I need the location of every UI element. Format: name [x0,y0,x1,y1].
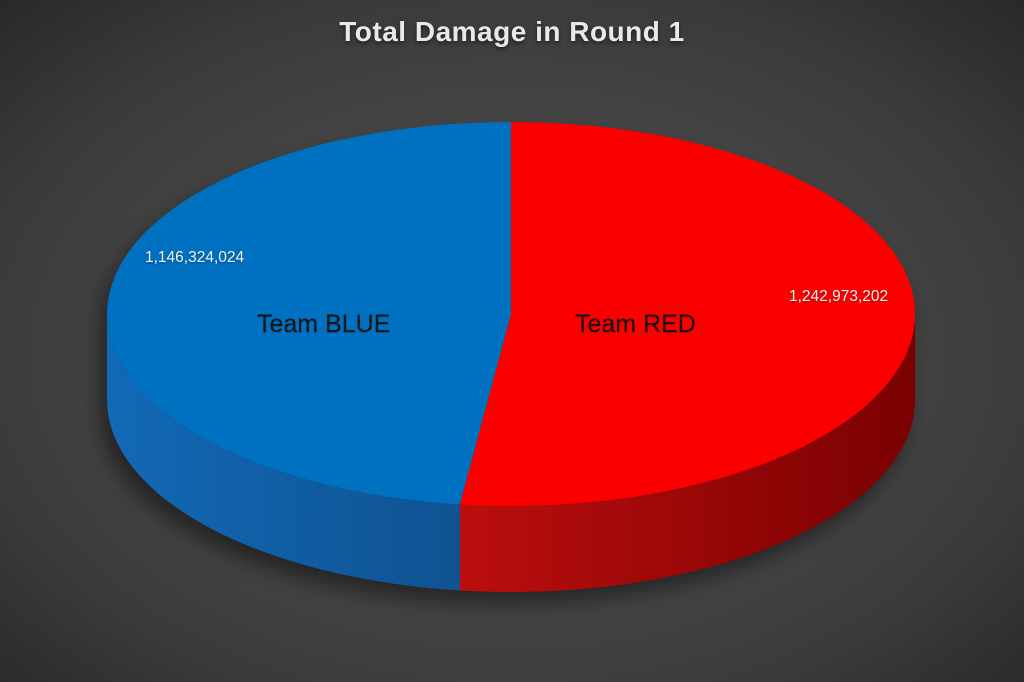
pie-slice-top-team-red [459,122,915,506]
pie-slice-side-team-red [459,314,915,592]
chart-title: Total Damage in Round 1 [339,16,685,47]
pie-slice-side-team-blue [107,314,460,591]
pie-slice-top-team-blue [106,122,511,505]
